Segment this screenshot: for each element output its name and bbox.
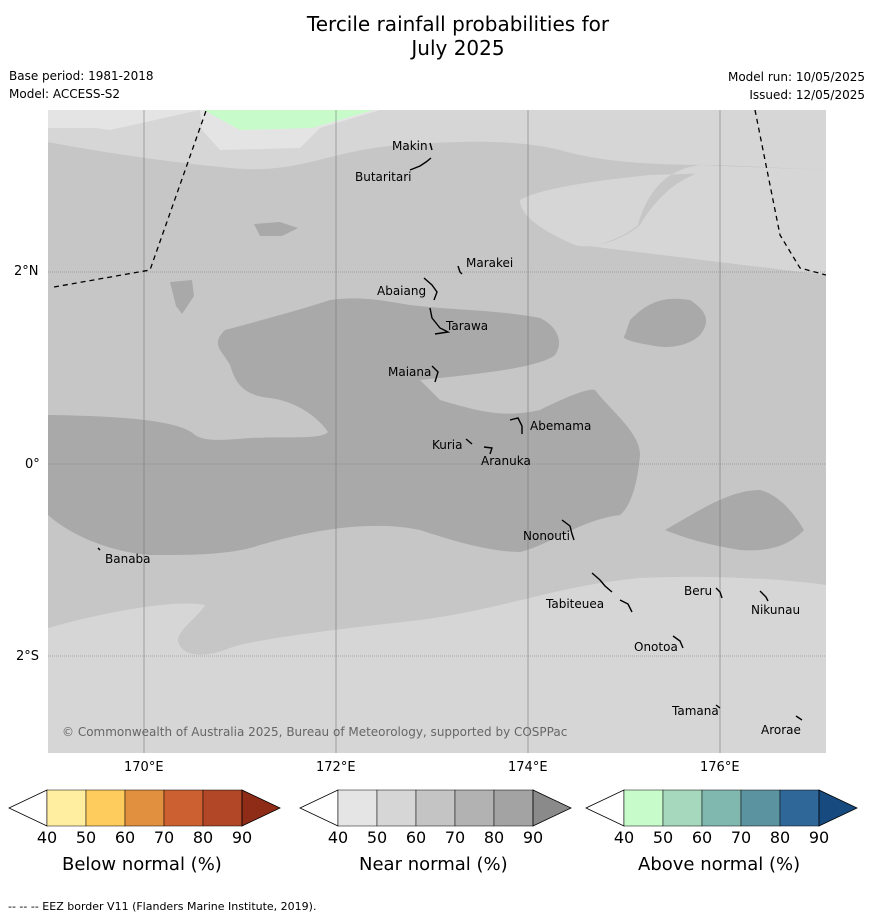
probability-fields [48,110,826,753]
label-beru: Beru [684,584,713,598]
field-near-50-east [580,168,826,275]
colorbar-below-over-extend [241,789,281,827]
title-line-2: July 2025 [411,36,505,60]
label-abemama: Abemama [530,419,592,433]
colorbar-above-under-extend [585,789,625,827]
colorbar-below-tick: 90 [232,828,252,847]
colorbar-label-near: Near normal (%) [359,854,508,875]
colorbar-below-segment [124,789,165,827]
colorbar-near-over-extend [532,789,572,827]
colorbar-below-segment [163,789,204,827]
field-near-70-small [170,280,194,314]
colorbar-above-segment [623,789,664,827]
label-onotoa: Onotoa [634,640,678,654]
label-arorae: Arorae [761,723,801,737]
colorbar-above-segment [701,789,742,827]
colorbar-near-segment [337,789,378,827]
field-near-70-central [48,298,640,556]
colorbar-near-segment [493,789,534,827]
colorbar-label-above: Above normal (%) [638,854,801,875]
map-title: Tercile rainfall probabilities for July … [0,12,873,60]
meta-left: Base period: 1981-2018 Model: ACCESS-S2 [9,67,154,103]
lon-label-170: 170°E [124,760,164,775]
colorbar-above-tick: 90 [809,828,829,847]
field-above-40 [203,110,374,130]
colorbar-above-tick: 50 [653,828,673,847]
label-nikunau: Nikunau [751,603,801,617]
label-banaba: Banaba [105,552,151,566]
model-name: Model: ACCESS-S2 [9,87,121,101]
colorbar-near-tick: 60 [406,828,426,847]
lon-label-172: 172°E [316,760,356,775]
colorbar-near-segment [454,789,495,827]
label-makin: Makin [392,139,428,153]
label-maiana: Maiana [388,365,432,379]
field-near-70-se [665,490,804,551]
colorbar-below-under-extend [8,789,48,827]
copyright-text: © Commonwealth of Australia 2025, Bureau… [62,725,568,739]
colorbar-above: 40 50 60 70 80 90 [585,789,858,847]
colorbar-near-tick: 50 [367,828,387,847]
field-near-50-bay [520,165,826,247]
colorbar-above-tick: 80 [770,828,790,847]
lon-label-176: 176°E [700,760,740,775]
lat-label-2n: 2°N [14,264,39,279]
colorbar-below-tick: 40 [37,828,57,847]
colorbar-above-segment [740,789,781,827]
colorbar-near-segment [415,789,456,827]
island-outlines [97,142,803,721]
colorbar-above-tick: 40 [614,828,634,847]
colorbar-near: 40 50 60 70 80 90 [299,789,572,847]
colorbar-below: 40 50 60 70 80 90 [8,789,281,847]
colorbar-label-below: Below normal (%) [62,854,222,875]
colorbar-near-under-extend [299,789,339,827]
colorbar-near-tick: 80 [484,828,504,847]
lat-label-0: 0° [25,457,40,472]
colorbar-below-tick: 60 [115,828,135,847]
label-tamana: Tamana [672,704,719,718]
colorbar-above-tick: 60 [692,828,712,847]
meta-right: Model run: 10/05/2025 Issued: 12/05/2025 [728,68,865,104]
label-tabiteuea: Tabiteuea [546,597,605,611]
colorbar-below-segment [202,789,243,827]
colorbars: 40 50 60 70 80 90 40 50 60 70 80 90 40 50 60 70 80 90 [8,789,858,847]
colorbar-near-tick: 40 [328,828,348,847]
lat-label-2s: 2°S [16,649,40,664]
label-nonouti: Nonouti [523,529,570,543]
lon-label-174: 174°E [508,760,548,775]
colorbar-above-segment [779,789,820,827]
base-period: Base period: 1981-2018 [9,69,154,83]
colorbar-near-segment [376,789,417,827]
colorbar-below-segment [46,789,87,827]
colorbar-near-tick: 90 [523,828,543,847]
colorbar-near-tick: 70 [445,828,465,847]
field-near-70-tiny [254,222,298,236]
colorbar-below-tick: 50 [76,828,96,847]
label-aranuka: Aranuka [481,454,531,468]
label-abaiang: Abaiang [377,284,427,298]
eez-border [53,110,826,288]
title-line-1: Tercile rainfall probabilities for [306,12,610,36]
field-near-70-ne [623,298,707,347]
colorbar-above-over-extend [818,789,858,827]
colorbar-below-tick: 70 [154,828,174,847]
model-run: Model run: 10/05/2025 [727,70,865,84]
label-marakei: Marakei [466,256,514,270]
label-tarawa: Tarawa [446,319,489,333]
colorbar-above-segment [662,789,703,827]
footer-note: -- -- -- EEZ border V11 (Flanders Marine… [8,900,317,913]
colorbar-above-tick: 70 [731,828,751,847]
grid-lines [48,110,826,753]
colorbar-below-tick: 80 [193,828,213,847]
label-butaritari: Butaritari [355,170,412,184]
issued-date: Issued: 12/05/2025 [749,88,865,102]
colorbar-below-segment [85,789,126,827]
label-kuria: Kuria [432,438,463,452]
